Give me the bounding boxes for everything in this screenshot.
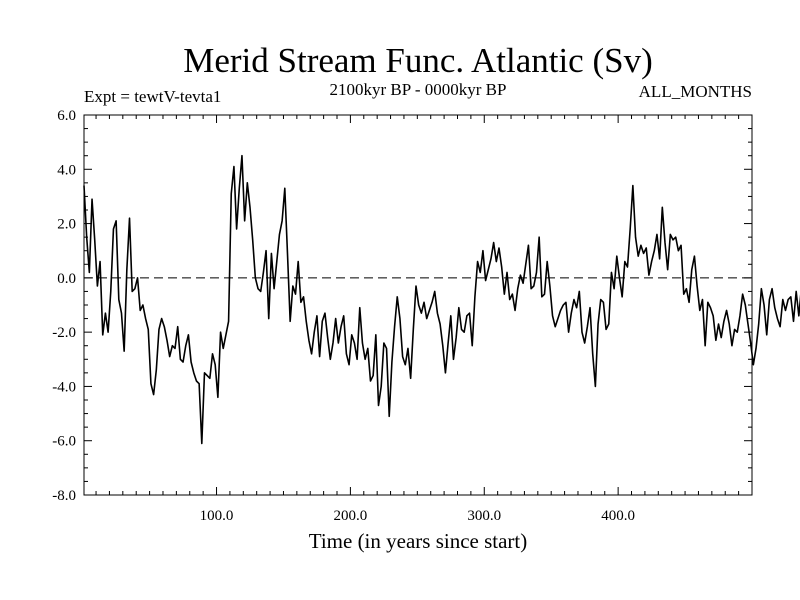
- x-tick-label: 100.0: [200, 508, 234, 524]
- experiment-label: Expt = tewtV-tevta1: [84, 87, 221, 106]
- y-tick-label: -6.0: [52, 434, 76, 450]
- x-tick-label: 300.0: [467, 508, 501, 524]
- chart-title: Merid Stream Func. Atlantic (Sv): [183, 41, 653, 80]
- y-tick-label: -2.0: [52, 325, 76, 341]
- x-tick-label: 200.0: [334, 508, 368, 524]
- y-tick-label: -4.0: [52, 379, 76, 395]
- y-tick-label: 2.0: [57, 217, 76, 233]
- x-tick-label: 400.0: [601, 508, 635, 524]
- plot-area: [83, 154, 800, 445]
- period-label: 2100kyr BP - 0000kyr BP: [330, 80, 507, 99]
- y-tick-label: 4.0: [57, 162, 76, 178]
- series-line: [83, 154, 800, 445]
- x-axis-label: Time (in years since start): [309, 529, 528, 553]
- axes: 100.0 200.0 300.0 400.0 -8.0 -6.0 -4.0 -2.0 0.0 2…: [52, 108, 753, 524]
- y-tick-label: -8.0: [52, 488, 76, 504]
- y-tick-label: 6.0: [57, 108, 76, 124]
- months-label: ALL_MONTHS: [639, 82, 752, 101]
- y-tick-label: 0.0: [57, 271, 76, 287]
